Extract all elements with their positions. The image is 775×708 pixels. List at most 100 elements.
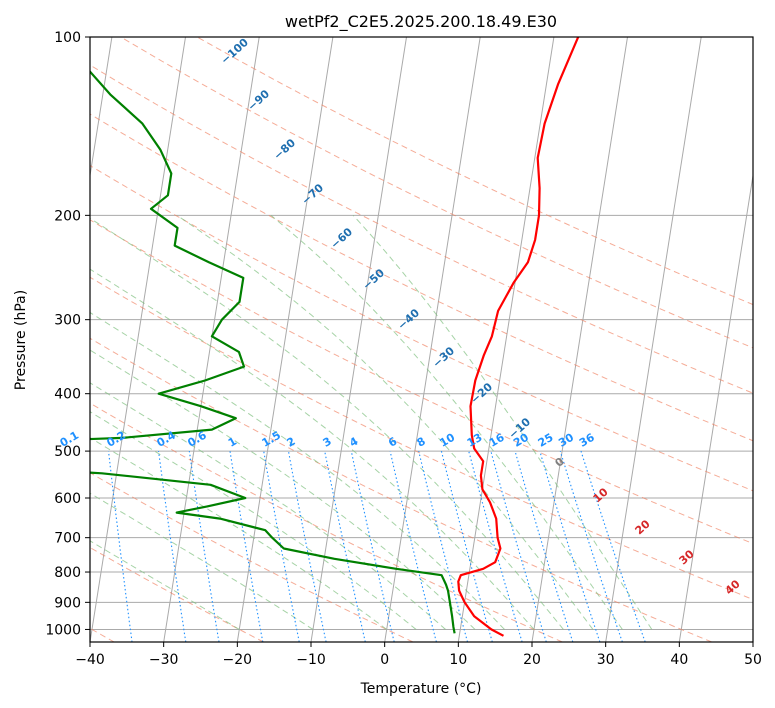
- isotherm-line: [236, 37, 334, 642]
- y-tick-label: 800: [54, 565, 81, 581]
- moist-adiabat: [176, 214, 594, 630]
- mixing-ratio-line: [107, 451, 133, 642]
- x-tick-label: −40: [75, 652, 105, 668]
- dry-adiabat: [90, 219, 753, 545]
- moist-adiabat: [270, 214, 623, 630]
- mixing-ratio-line: [389, 450, 437, 642]
- plot-frame: [89, 36, 754, 643]
- moist-adiabat: [90, 311, 505, 630]
- mixing-ratio-line: [157, 451, 187, 642]
- x-tick-label: 0: [380, 652, 389, 668]
- dry-adiabat: [90, 402, 563, 642]
- isotherm-line: [531, 37, 628, 642]
- chart-title: wetPf2_C2E5.2025.200.18.49.E30: [285, 12, 557, 32]
- moist-adiabat: [90, 540, 240, 630]
- mixing-ratio-line: [324, 450, 366, 642]
- dry-adiabat: [90, 113, 753, 442]
- y-axis-title: Pressure (hPa): [13, 290, 29, 390]
- dry-adiabat: [90, 164, 753, 492]
- mixing-ratio-line: [287, 451, 327, 642]
- isotherm-line: [384, 37, 481, 642]
- mixing-ratio-label: 36: [577, 431, 597, 450]
- y-tick-label: 500: [54, 444, 81, 460]
- moist-adiabat-label: 0: [552, 455, 567, 470]
- isotherm-line: [457, 37, 555, 642]
- moist-adiabat-label: 10: [591, 485, 611, 505]
- mixing-ratio-label: 0.2: [105, 429, 128, 450]
- moist-adiabat: [90, 217, 564, 630]
- y-tick-label: 900: [54, 595, 81, 611]
- x-tick-label: −30: [149, 652, 179, 668]
- x-tick-label: 20: [523, 652, 541, 668]
- mixing-ratio-label: 10: [437, 431, 457, 450]
- isotherm-line: [678, 172, 753, 642]
- mixing-ratio-line: [440, 450, 493, 642]
- mixing-ratio-line: [539, 450, 601, 642]
- mixing-ratio-line: [418, 450, 469, 642]
- y-tick-label: 200: [54, 208, 81, 224]
- x-axis-title: Temperature (°C): [360, 681, 482, 697]
- profile-lines: [90, 37, 580, 637]
- moist-adiabat-label: −90: [245, 87, 272, 113]
- temperature-profile-line: [457, 37, 580, 637]
- moist-adiabat: [90, 492, 314, 630]
- moist-adiabat: [90, 437, 387, 630]
- y-axis: 100 200 300 400 500 600 700 800 900 1000: [45, 30, 90, 638]
- x-tick-label: 50: [744, 652, 762, 668]
- mixing-ratio-label: 8: [415, 435, 428, 450]
- moist-adiabat-label: −100: [218, 36, 251, 67]
- isotherm-line: [752, 638, 753, 642]
- mixing-ratio-label: 25: [536, 431, 556, 450]
- mixing-ratio-line: [188, 451, 220, 642]
- x-tick-label: 40: [670, 652, 688, 668]
- moist-adiabat: [90, 268, 535, 630]
- isotherm-line: [90, 37, 186, 642]
- moist-adiabat-label: −60: [328, 225, 355, 251]
- x-axis: −40 −30 −20 −10 0 10 20 30 40 50: [75, 642, 762, 668]
- x-tick-label: −20: [223, 652, 253, 668]
- background-lines: [90, 37, 753, 642]
- mixing-ratio-label: 1.5: [260, 429, 283, 450]
- y-tick-label: 700: [54, 531, 81, 547]
- mixing-ratio-label: 13: [465, 431, 485, 450]
- mixing-ratio-label: 30: [556, 431, 576, 450]
- dry-adiabat: [120, 37, 753, 349]
- mixing-ratio-line: [580, 450, 646, 642]
- mixing-ratio-label: 4: [347, 434, 360, 449]
- x-tick-label: 10: [449, 652, 467, 668]
- mixing-ratio-line: [468, 450, 523, 642]
- y-tick-label: 100: [54, 30, 81, 46]
- moist-adiabat: [90, 349, 476, 630]
- isotherm-line: [163, 37, 260, 642]
- y-tick-label: 300: [54, 313, 81, 329]
- mixing-ratio-label: 2: [284, 435, 297, 450]
- moist-adiabat-label: −50: [360, 266, 387, 292]
- moist-adiabat-label: −40: [395, 306, 422, 332]
- isotherm-line: [605, 37, 702, 642]
- moist-adiabat: [352, 214, 653, 630]
- moist-adiabat-label: −30: [430, 344, 457, 370]
- mixing-ratio-line: [514, 450, 574, 642]
- dry-adiabat: [90, 276, 753, 601]
- dry-adiabat: [196, 37, 753, 306]
- mixing-ratio-line: [559, 450, 623, 642]
- y-tick-label: 400: [54, 387, 81, 403]
- y-tick-label: 1000: [45, 622, 81, 638]
- y-tick-label: 600: [54, 491, 81, 507]
- mixing-ratio-label: 3: [321, 435, 334, 450]
- moist-adiabat-label: −80: [271, 136, 298, 162]
- x-tick-label: 30: [597, 652, 615, 668]
- mixing-ratio-line: [350, 450, 395, 642]
- moist-adiabat-label: −20: [468, 380, 495, 406]
- dewpoint-profile-line: [90, 69, 456, 634]
- mixing-ratio-line: [229, 451, 264, 642]
- mixing-ratio-label: 0.4: [155, 429, 179, 450]
- dry-adiabat: [90, 546, 264, 642]
- isotherm-line: [310, 37, 407, 642]
- dry-adiabat: [90, 472, 414, 642]
- isotherm-line: [90, 37, 113, 179]
- x-tick-label: −10: [296, 652, 326, 668]
- mixing-ratio-line: [490, 450, 547, 642]
- moist-adiabat-label: 20: [633, 517, 653, 537]
